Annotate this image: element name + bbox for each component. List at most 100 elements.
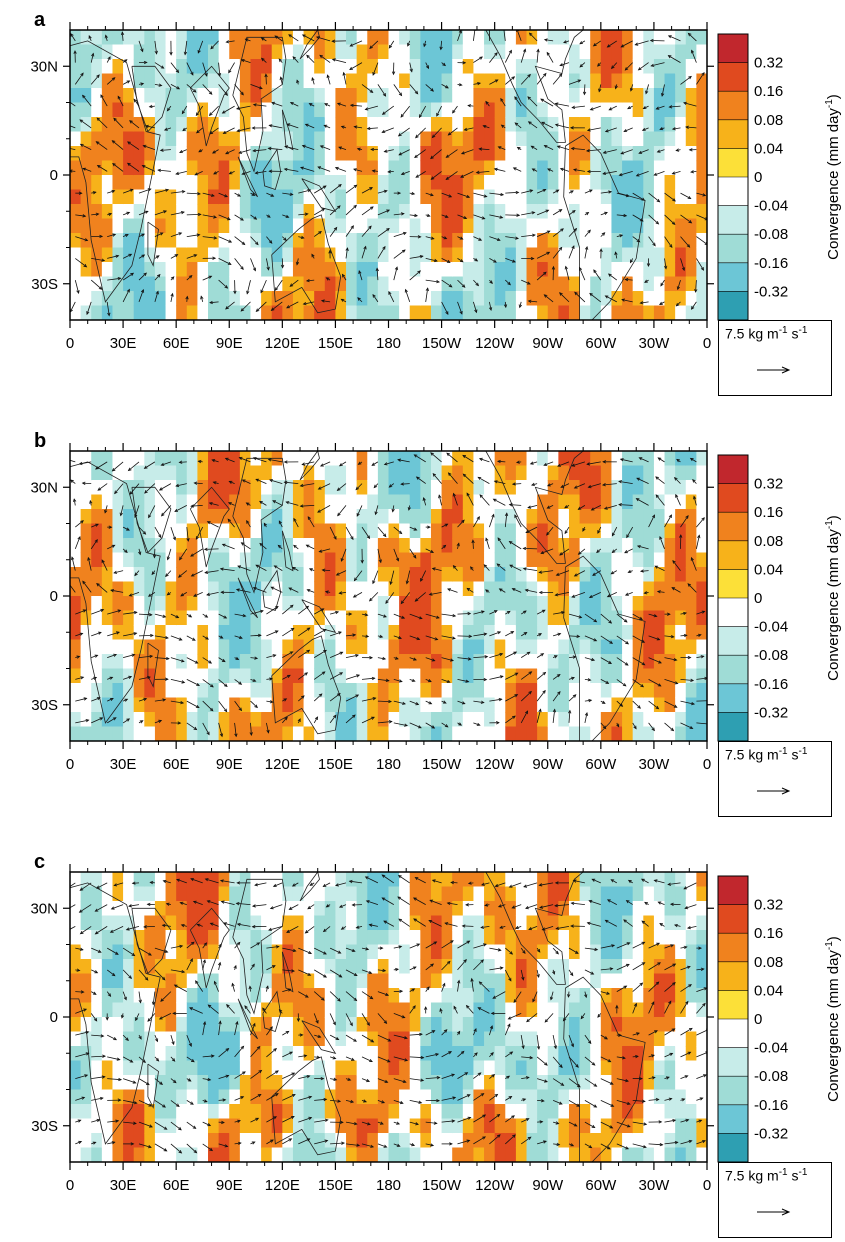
convergence-cell <box>431 509 442 524</box>
convergence-cell <box>70 74 81 89</box>
convergence-cell <box>442 30 453 45</box>
convergence-cell <box>219 248 230 263</box>
convergence-cell <box>495 553 506 568</box>
convergence-cell <box>81 1133 92 1148</box>
convergence-cell <box>431 45 442 60</box>
convergence-cell <box>81 669 92 684</box>
convergence-cell <box>452 683 463 698</box>
convergence-cell <box>484 132 495 147</box>
convergence-cell <box>219 59 230 74</box>
convergence-cell <box>548 625 559 640</box>
convergence-cell <box>166 1119 177 1134</box>
convergence-cell <box>229 175 240 190</box>
convergence-cell <box>495 291 506 306</box>
convergence-cell <box>654 175 665 190</box>
convergence-cell <box>611 727 622 742</box>
convergence-cell <box>240 669 251 684</box>
convergence-cell <box>643 495 654 510</box>
convergence-cell <box>229 538 240 553</box>
convergence-cell <box>70 1148 81 1163</box>
convergence-cell <box>442 161 453 176</box>
convergence-cell <box>261 306 272 321</box>
convergence-cell <box>346 262 357 277</box>
convergence-cell <box>197 596 208 611</box>
convergence-cell <box>654 669 665 684</box>
convergence-cell <box>367 509 378 524</box>
convergence-cell <box>601 306 612 321</box>
convergence-cell <box>346 712 357 727</box>
convergence-cell <box>357 611 368 626</box>
convergence-cell <box>70 974 81 989</box>
convergence-cell <box>144 74 155 89</box>
convergence-cell <box>293 466 304 481</box>
convergence-cell <box>611 466 622 481</box>
convergence-cell <box>484 698 495 713</box>
convergence-cell <box>197 480 208 495</box>
convergence-cell <box>548 611 559 626</box>
convergence-cell <box>304 262 315 277</box>
convergence-cell <box>558 161 569 176</box>
convergence-cell <box>431 596 442 611</box>
convergence-cell <box>102 495 113 510</box>
convergence-cell <box>123 30 134 45</box>
convergence-cell <box>91 59 102 74</box>
convergence-cell <box>484 233 495 248</box>
convergence-cell <box>495 683 506 698</box>
convergence-cell <box>208 219 219 234</box>
convergence-cell <box>410 175 421 190</box>
convergence-cell <box>527 669 538 684</box>
convergence-cell <box>357 567 368 582</box>
convergence-cell <box>473 175 484 190</box>
convergence-cell <box>91 567 102 582</box>
convergence-cell <box>537 291 548 306</box>
convergence-cell <box>516 277 527 292</box>
convergence-cell <box>155 88 166 103</box>
convergence-cell <box>134 161 145 176</box>
convergence-cell <box>102 538 113 553</box>
convergence-cell <box>569 103 580 118</box>
convergence-cell <box>378 277 389 292</box>
convergence-cell <box>665 146 676 161</box>
convergence-cell <box>537 625 548 640</box>
convergence-cell <box>611 480 622 495</box>
convergence-cell <box>654 132 665 147</box>
colorbar-segment <box>718 34 748 63</box>
convergence-cell <box>389 538 400 553</box>
convergence-cell <box>378 262 389 277</box>
convergence-cell <box>537 611 548 626</box>
convergence-cell <box>208 262 219 277</box>
convergence-cell <box>537 524 548 539</box>
x-tick-label: 90E <box>216 756 243 773</box>
convergence-cell <box>484 480 495 495</box>
convergence-cell <box>463 219 474 234</box>
convergence-cell <box>633 727 644 742</box>
colorbar-segment <box>718 177 748 206</box>
convergence-cell <box>686 683 697 698</box>
convergence-cell <box>558 654 569 669</box>
convergence-cell <box>675 306 686 321</box>
convergence-cell <box>622 567 633 582</box>
convergence-cell <box>346 451 357 466</box>
convergence-cell <box>123 306 134 321</box>
convergence-cell <box>314 262 325 277</box>
convergence-cell <box>123 233 134 248</box>
convergence-cell <box>675 451 686 466</box>
convergence-cell <box>166 1148 177 1163</box>
convergence-cell <box>665 480 676 495</box>
convergence-cell <box>389 640 400 655</box>
convergence-cell <box>155 901 166 916</box>
convergence-cell <box>261 683 272 698</box>
convergence-cell <box>123 204 134 219</box>
convergence-cell <box>208 451 219 466</box>
convergence-cell <box>452 495 463 510</box>
convergence-cell <box>123 640 134 655</box>
convergence-cell <box>463 466 474 481</box>
convergence-cell <box>452 669 463 684</box>
convergence-cell <box>569 161 580 176</box>
convergence-cell <box>580 509 591 524</box>
convergence-cell <box>70 204 81 219</box>
convergence-cell <box>431 712 442 727</box>
convergence-cell <box>229 698 240 713</box>
convergence-cell <box>70 1133 81 1148</box>
convergence-cell <box>516 262 527 277</box>
